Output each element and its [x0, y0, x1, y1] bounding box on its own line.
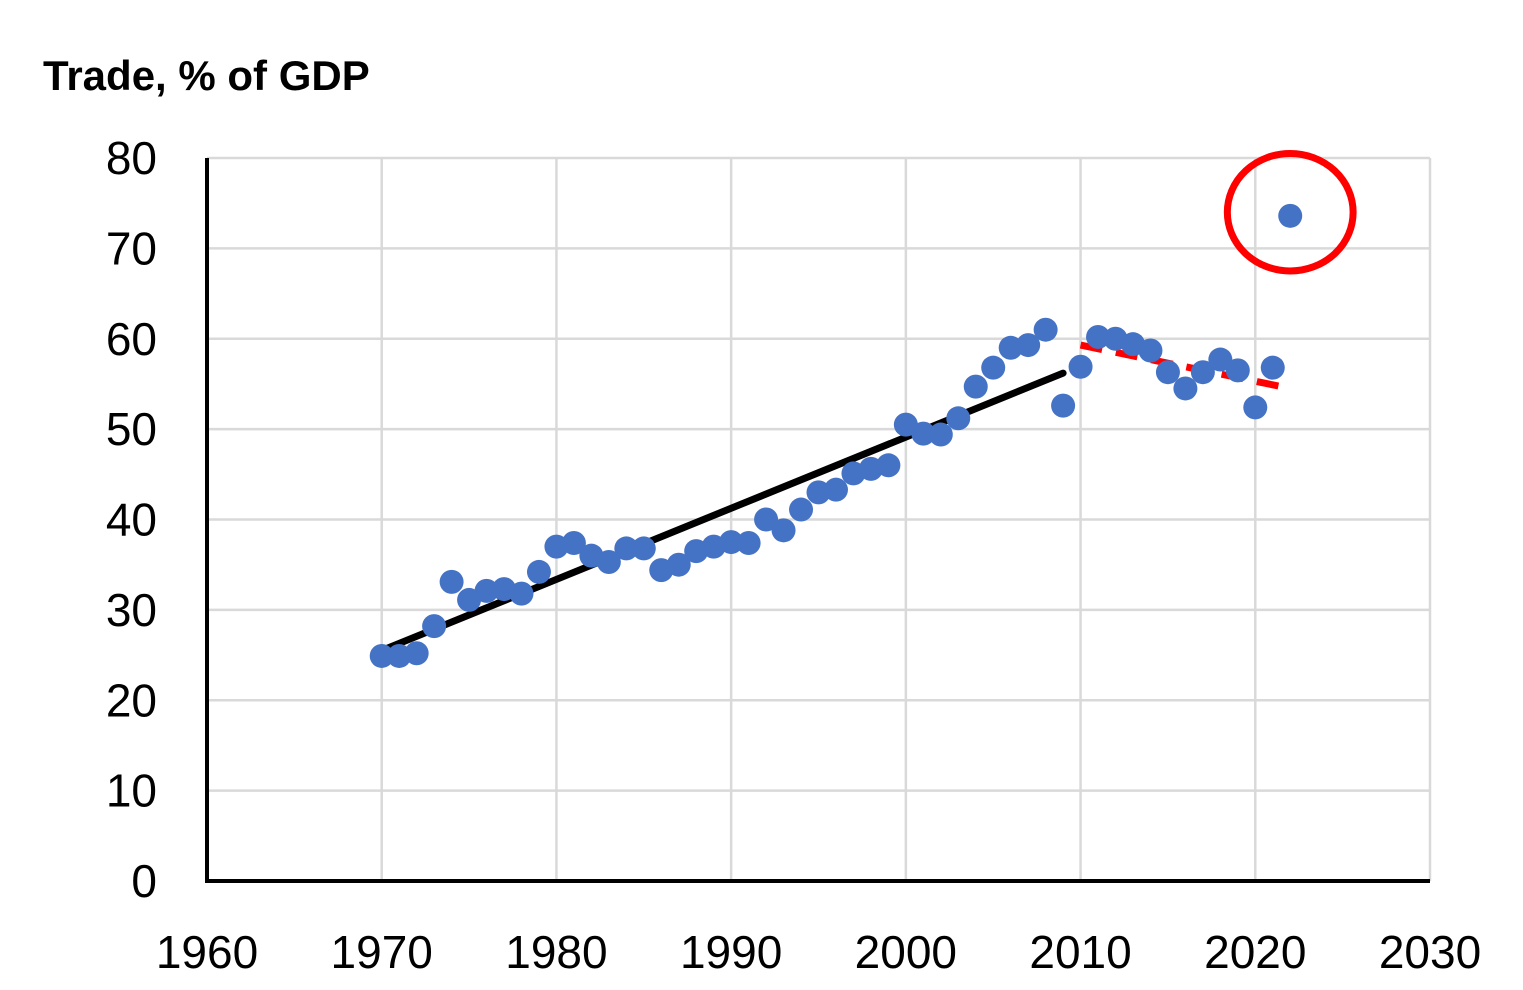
- data-point-2018: [1208, 347, 1233, 372]
- data-point-2015: [1155, 360, 1180, 385]
- x-tick-label-2010: 2010: [1029, 926, 1131, 978]
- data-point-2003: [946, 406, 971, 431]
- data-point-1999: [876, 453, 901, 478]
- data-point-1985: [631, 536, 656, 561]
- data-point-1991: [736, 530, 761, 555]
- data-point-1973: [422, 614, 447, 639]
- y-tick-label-0: 0: [131, 855, 157, 907]
- y-tick-label-40: 40: [106, 494, 157, 546]
- data-point-1970: [369, 643, 394, 668]
- x-tick-label-2030: 2030: [1379, 926, 1481, 978]
- y-tick-label-30: 30: [106, 584, 157, 636]
- data-point-1990: [719, 530, 744, 555]
- data-point-2004: [963, 374, 988, 399]
- data-point-2007: [1016, 333, 1041, 358]
- data-point-2002: [928, 422, 953, 447]
- x-tick-label-1980: 1980: [505, 926, 607, 978]
- x-tick-label-1990: 1990: [680, 926, 782, 978]
- data-point-1974: [439, 569, 464, 594]
- y-tick-label-70: 70: [106, 222, 157, 274]
- data-point-1976: [474, 578, 499, 603]
- axes-layer: [205, 158, 1430, 883]
- data-point-1993: [771, 518, 796, 543]
- data-point-2008: [1033, 317, 1058, 342]
- x-tick-label-1960: 1960: [156, 926, 258, 978]
- data-point-1994: [789, 497, 814, 522]
- data-point-1987: [666, 552, 691, 577]
- data-point-1978: [509, 581, 534, 606]
- data-point-1984: [614, 536, 639, 561]
- grid-layer: [207, 156, 1432, 881]
- data-point-1983: [596, 549, 621, 574]
- data-point-1996: [823, 477, 848, 502]
- data-point-2017: [1190, 360, 1215, 385]
- data-point-2019: [1225, 358, 1250, 383]
- data-point-2011: [1086, 324, 1111, 349]
- data-point-2022: [1278, 203, 1303, 228]
- data-point-2009: [1051, 393, 1076, 418]
- data-point-1992: [754, 507, 779, 532]
- data-point-1981: [561, 530, 586, 555]
- y-tick-label-20: 20: [106, 674, 157, 726]
- chart-title: Trade, % of GDP: [43, 52, 370, 99]
- x-tick-label-1970: 1970: [331, 926, 433, 978]
- y-tick-label-50: 50: [106, 403, 157, 455]
- highlight-circle: [1223, 149, 1357, 275]
- data-point-2014: [1138, 338, 1163, 363]
- data-point-2021: [1260, 355, 1285, 380]
- x-tick-label-2000: 2000: [855, 926, 957, 978]
- data-point-2020: [1243, 395, 1268, 420]
- annotation-layer: [1223, 149, 1357, 275]
- data-points-layer: [369, 203, 1303, 668]
- data-point-1972: [404, 641, 429, 666]
- data-point-1979: [526, 559, 551, 584]
- data-point-2005: [981, 355, 1006, 380]
- data-point-2001: [911, 421, 936, 446]
- y-tick-label-10: 10: [106, 765, 157, 817]
- y-tick-label-80: 80: [106, 132, 157, 184]
- data-point-2010: [1068, 354, 1093, 379]
- data-point-2016: [1173, 376, 1198, 401]
- y-tick-label-60: 60: [106, 313, 157, 365]
- x-tick-label-2020: 2020: [1204, 926, 1306, 978]
